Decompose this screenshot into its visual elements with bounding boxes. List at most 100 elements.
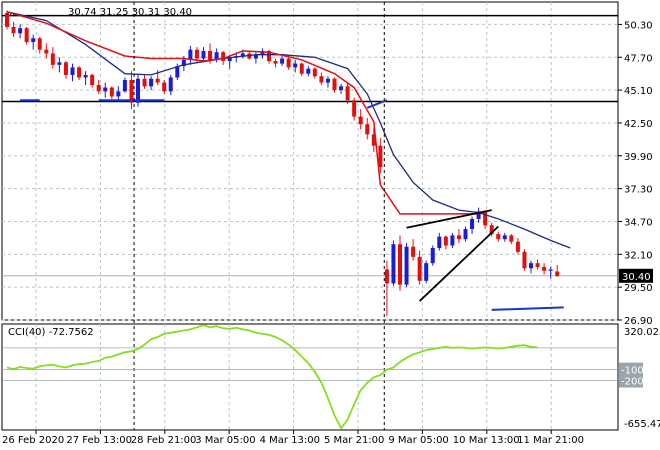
fast-moving-average [6,11,479,215]
candle-body [378,145,383,168]
time-tick-label: 5 Mar 21:00 [324,435,384,446]
price-tick-label: 50.30 [624,20,653,31]
candle-body [208,50,213,60]
candle-body [502,235,507,240]
candle-body [83,74,88,78]
current-price-label: 30.40 [622,272,651,283]
time-tick-label: 9 Mar 05:00 [388,435,448,446]
cci-label: CCI(40) -72.7562 [8,327,94,338]
candle-body [214,52,219,60]
candle-body [227,57,232,62]
candle-body [365,124,370,135]
horizontal-lines [2,14,618,277]
candle-body [31,38,36,43]
candle-body [332,78,337,91]
candle-body [548,269,553,271]
candle-body [339,86,344,91]
current-price-box [619,268,653,283]
candle-body [240,53,245,56]
price-tick-label: 42.50 [624,119,653,130]
candle-body [450,235,455,246]
candle-body [181,59,186,67]
candle-body [437,236,442,248]
cci-level-box [619,362,643,377]
candle-body [260,50,265,55]
candle-body [424,263,429,281]
candle-body [286,58,291,68]
candle-body [470,218,475,230]
candle-body [24,28,29,43]
axes: 50.30 47.70 45.10 42.50 39.90 37.30 34.70 32.10… [2,20,653,446]
candle-body [529,263,533,269]
candle-body [489,225,494,235]
candle-body [57,62,62,65]
candle-body [122,80,127,92]
candle-body [280,58,285,64]
candle-body [312,68,317,77]
cci-panel-frame [1,323,619,431]
candle-body [555,271,560,276]
candle-body [168,77,173,92]
trend-drawings [20,2,564,430]
candle-body [11,26,16,34]
candle-body [50,53,55,65]
price-tick-label: 26.90 [624,316,653,327]
candle-body [476,211,481,219]
candle-body [129,80,134,103]
price-tick-label: 45.10 [624,86,653,97]
candle-body [496,234,501,240]
candle-body [293,63,298,68]
candle-body [345,86,350,101]
price-tick-label: 34.70 [624,217,653,228]
time-tick-label: 28 Feb 21:00 [131,435,197,446]
candle-body [44,49,49,54]
candle-body [175,66,180,78]
candle-body [221,52,226,62]
price-panel-frame [1,1,619,321]
cci-bottom-label: -655.475 [624,419,660,430]
price-tick-label: 47.70 [624,53,653,64]
time-tick-label: 26 Feb 2020 [2,435,64,446]
candle-body [18,28,23,34]
candle-body [535,263,540,267]
candle-body [116,91,121,97]
candle-body [417,256,422,281]
cci-level-box [619,373,643,388]
candle-body [384,269,389,284]
price-tick-label: 29.50 [624,283,653,294]
cci-top-label: 320.0253 [624,327,660,338]
candle-body [201,50,206,59]
candle-body [411,246,416,257]
time-tick-label: 27 Feb 13:00 [66,435,132,446]
candle-body [522,251,527,269]
cci-indicator [2,324,618,430]
candle-body [96,85,101,92]
candle-body [273,61,278,64]
candle-body [456,235,461,240]
candle-body [149,78,154,87]
candle-body [483,211,488,226]
candle-body [430,248,435,264]
cci-level-label: -200 [621,377,644,388]
candle-body [194,49,199,59]
time-tick-label: 10 Mar 13:00 [453,435,520,446]
price-tick-label: 37.30 [624,185,653,196]
candle-body [90,74,95,86]
cci-level-label: -100 [621,366,644,377]
candle-body [306,68,311,74]
candle-body [63,62,68,75]
candle-body [188,49,193,60]
grid [1,1,619,431]
candle-body [404,246,409,285]
cci-line [6,324,538,430]
candle-body [155,78,160,83]
slow-moving-average [6,11,571,249]
candles [5,10,560,317]
time-tick-label: 4 Mar 13:00 [260,435,320,446]
candle-body [299,63,304,74]
time-tick-label: 3 Mar 05:00 [195,435,255,446]
candle-body [136,78,140,103]
candle-body [37,38,42,50]
candle-body [542,266,547,271]
